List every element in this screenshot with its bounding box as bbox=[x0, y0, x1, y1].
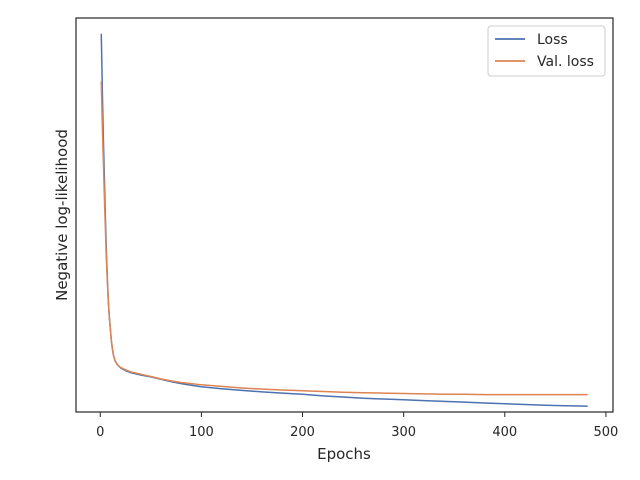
x-tick-label: 300 bbox=[391, 425, 416, 440]
plot-frame bbox=[75, 17, 614, 413]
legend-label-loss: Loss bbox=[537, 32, 568, 48]
legend: Loss Val. loss bbox=[487, 25, 606, 77]
series-line-val-loss bbox=[100, 81, 588, 396]
y-axis-label: Negative log-likelihood bbox=[53, 129, 71, 301]
x-tick-label: 100 bbox=[189, 425, 214, 440]
x-axis-label: Epochs bbox=[317, 445, 371, 463]
x-tick-label: 400 bbox=[492, 425, 517, 440]
legend-label-val-loss: Val. loss bbox=[537, 54, 594, 70]
x-tick-label: 0 bbox=[96, 425, 104, 440]
x-tick-label: 200 bbox=[290, 425, 315, 440]
series-line-loss bbox=[100, 33, 588, 407]
x-tick-label: 500 bbox=[594, 425, 619, 440]
x-axis-ticks: 0 100 200 300 400 500 bbox=[96, 412, 618, 440]
series-layer bbox=[100, 33, 588, 407]
